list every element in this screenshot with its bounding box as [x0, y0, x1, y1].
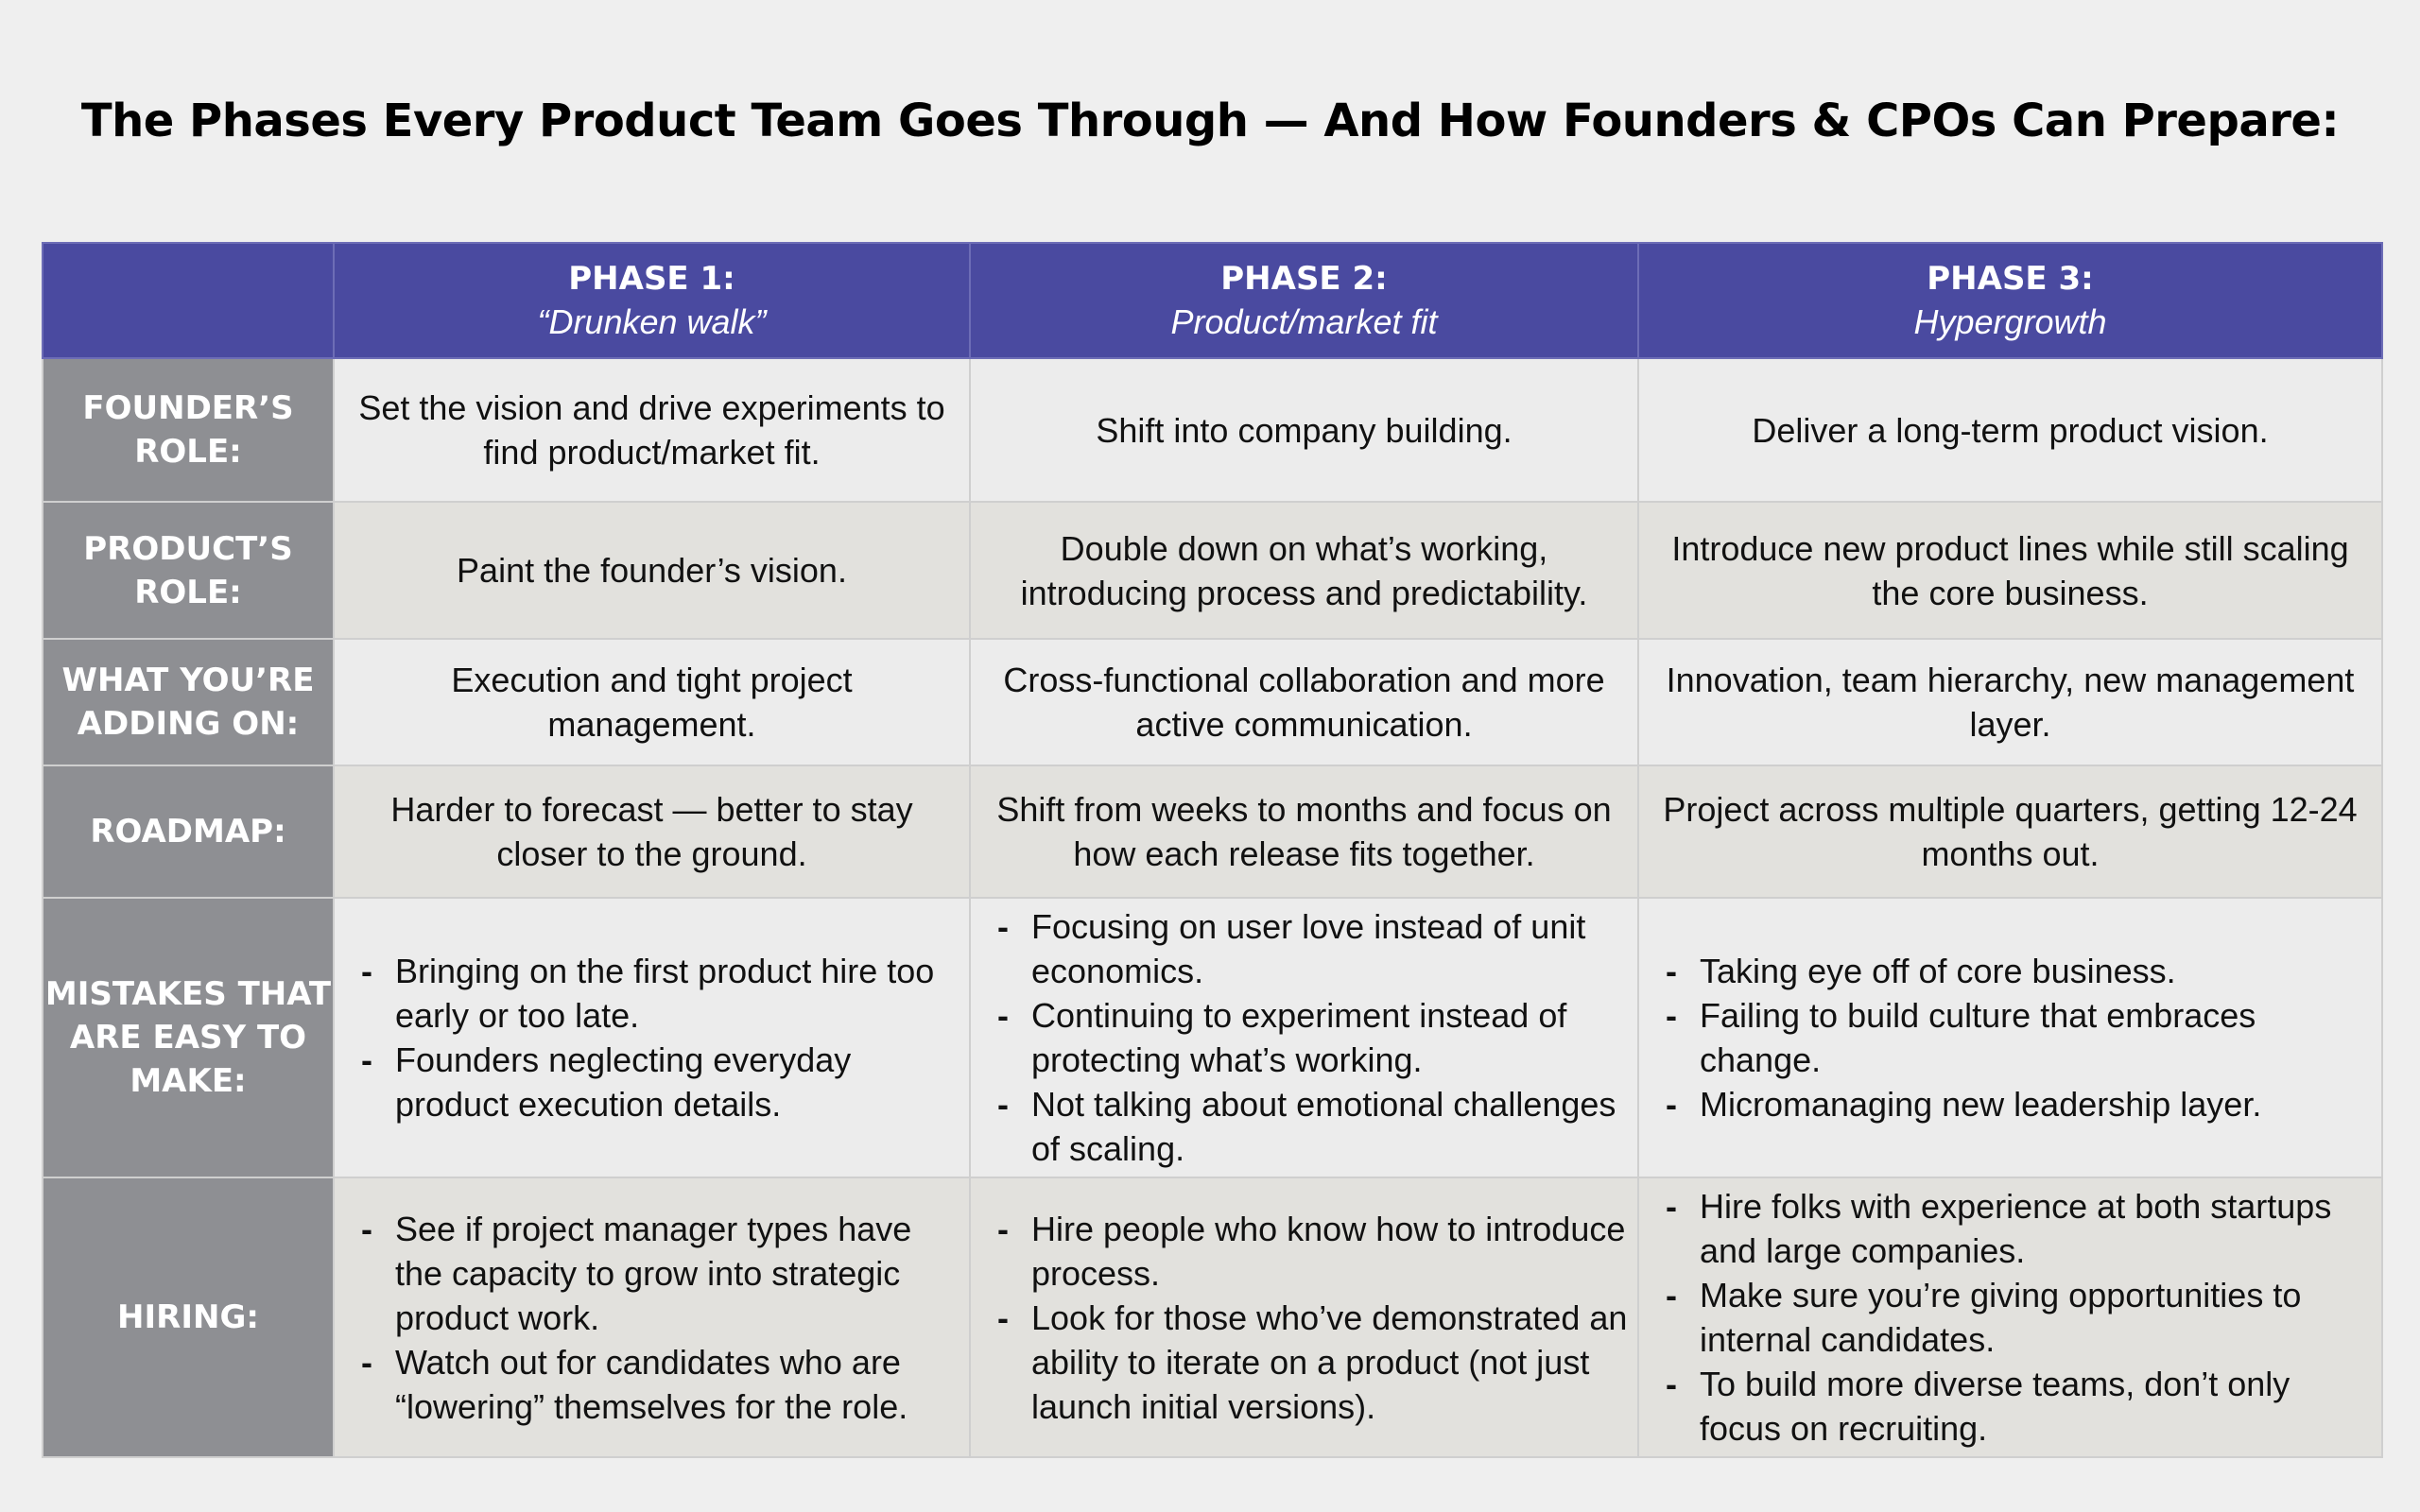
founders-role-phase-3: Deliver a long-term product vision.	[1637, 357, 2383, 503]
header-corner-cell	[42, 242, 335, 359]
row-label-adding-on: WHAT YOU’RE ADDING ON:	[42, 638, 335, 766]
adding-on-phase-3: Innovation, team hierarchy, new manageme…	[1637, 638, 2383, 766]
mistakes-phase-2: Focusing on user love instead of unit ec…	[969, 897, 1639, 1178]
list-item: Focusing on user love instead of unit ec…	[995, 904, 1630, 993]
list-item: Taking eye off of core business.	[1664, 949, 2374, 993]
adding-on-phase-2: Cross-functional collaboration and more …	[969, 638, 1639, 766]
mistakes-phase-1-list: Bringing on the first product hire too e…	[359, 949, 961, 1126]
phase-2-subtitle: Product/market fit	[1170, 302, 1438, 341]
row-label-hiring: HIRING:	[42, 1177, 335, 1458]
list-item: Micromanaging new leadership layer.	[1664, 1082, 2374, 1126]
phase-1-header: PHASE 1: “Drunken walk”	[333, 242, 971, 359]
phases-table: PHASE 1: “Drunken walk” PHASE 2: Product…	[42, 242, 2383, 1458]
list-item: Continuing to experiment instead of prot…	[995, 993, 1630, 1082]
table-row-founders-role: FOUNDER’S ROLE: Set the vision and drive…	[42, 357, 2383, 503]
hiring-phase-3: Hire folks with experience at both start…	[1637, 1177, 2383, 1458]
list-item: Not talking about emotional challenges o…	[995, 1082, 1630, 1171]
hiring-phase-3-list: Hire folks with experience at both start…	[1664, 1184, 2374, 1451]
hiring-phase-1-list: See if project manager types have the ca…	[359, 1207, 961, 1429]
hiring-phase-1: See if project manager types have the ca…	[333, 1177, 971, 1458]
list-item: Founders neglecting everyday product exe…	[359, 1038, 961, 1126]
mistakes-phase-2-list: Focusing on user love instead of unit ec…	[995, 904, 1630, 1171]
page-title: The Phases Every Product Team Goes Throu…	[80, 94, 2340, 147]
products-role-phase-1: Paint the founder’s vision.	[333, 501, 971, 640]
list-item: Hire folks with experience at both start…	[1664, 1184, 2374, 1273]
phase-1-subtitle: “Drunken walk”	[537, 302, 767, 341]
phase-3-name: PHASE 3:	[1927, 260, 2094, 298]
mistakes-phase-1: Bringing on the first product hire too e…	[333, 897, 971, 1178]
roadmap-phase-2: Shift from weeks to months and focus on …	[969, 765, 1639, 899]
list-item: Make sure you’re giving opportunities to…	[1664, 1273, 2374, 1362]
hiring-phase-2-list: Hire people who know how to introduce pr…	[995, 1207, 1630, 1429]
list-item: See if project manager types have the ca…	[359, 1207, 961, 1340]
row-label-products-role: PRODUCT’S ROLE:	[42, 501, 335, 640]
phase-2-header: PHASE 2: Product/market fit	[969, 242, 1639, 359]
table-row-hiring: HIRING: See if project manager types hav…	[42, 1177, 2383, 1458]
row-label-roadmap: ROADMAP:	[42, 765, 335, 899]
list-item: To build more diverse teams, don’t only …	[1664, 1362, 2374, 1451]
list-item: Hire people who know how to introduce pr…	[995, 1207, 1630, 1296]
table-row-mistakes: MISTAKES THAT ARE EASY TO MAKE: Bringing…	[42, 897, 2383, 1178]
list-item: Failing to build culture that embraces c…	[1664, 993, 2374, 1082]
products-role-phase-3: Introduce new product lines while still …	[1637, 501, 2383, 640]
phase-3-header: PHASE 3: Hypergrowth	[1637, 242, 2383, 359]
row-label-founders-role: FOUNDER’S ROLE:	[42, 357, 335, 503]
mistakes-phase-3: Taking eye off of core business. Failing…	[1637, 897, 2383, 1178]
adding-on-phase-1: Execution and tight project management.	[333, 638, 971, 766]
roadmap-phase-1: Harder to forecast — better to stay clos…	[333, 765, 971, 899]
list-item: Look for those who’ve demonstrated an ab…	[995, 1296, 1630, 1429]
products-role-phase-2: Double down on what’s working, introduci…	[969, 501, 1639, 640]
phase-3-subtitle: Hypergrowth	[1913, 302, 2107, 341]
table-row-adding-on: WHAT YOU’RE ADDING ON: Execution and tig…	[42, 638, 2383, 766]
list-item: Watch out for candidates who are “loweri…	[359, 1340, 961, 1429]
phase-1-name: PHASE 1:	[568, 260, 735, 298]
table-header-row: PHASE 1: “Drunken walk” PHASE 2: Product…	[42, 242, 2383, 359]
mistakes-phase-3-list: Taking eye off of core business. Failing…	[1664, 949, 2374, 1126]
list-item: Bringing on the first product hire too e…	[359, 949, 961, 1038]
table-row-products-role: PRODUCT’S ROLE: Paint the founder’s visi…	[42, 501, 2383, 640]
row-label-mistakes: MISTAKES THAT ARE EASY TO MAKE:	[42, 897, 335, 1178]
hiring-phase-2: Hire people who know how to introduce pr…	[969, 1177, 1639, 1458]
table-row-roadmap: ROADMAP: Harder to forecast — better to …	[42, 765, 2383, 899]
roadmap-phase-3: Project across multiple quarters, gettin…	[1637, 765, 2383, 899]
founders-role-phase-1: Set the vision and drive experiments to …	[333, 357, 971, 503]
phase-2-name: PHASE 2:	[1220, 260, 1388, 298]
founders-role-phase-2: Shift into company building.	[969, 357, 1639, 503]
